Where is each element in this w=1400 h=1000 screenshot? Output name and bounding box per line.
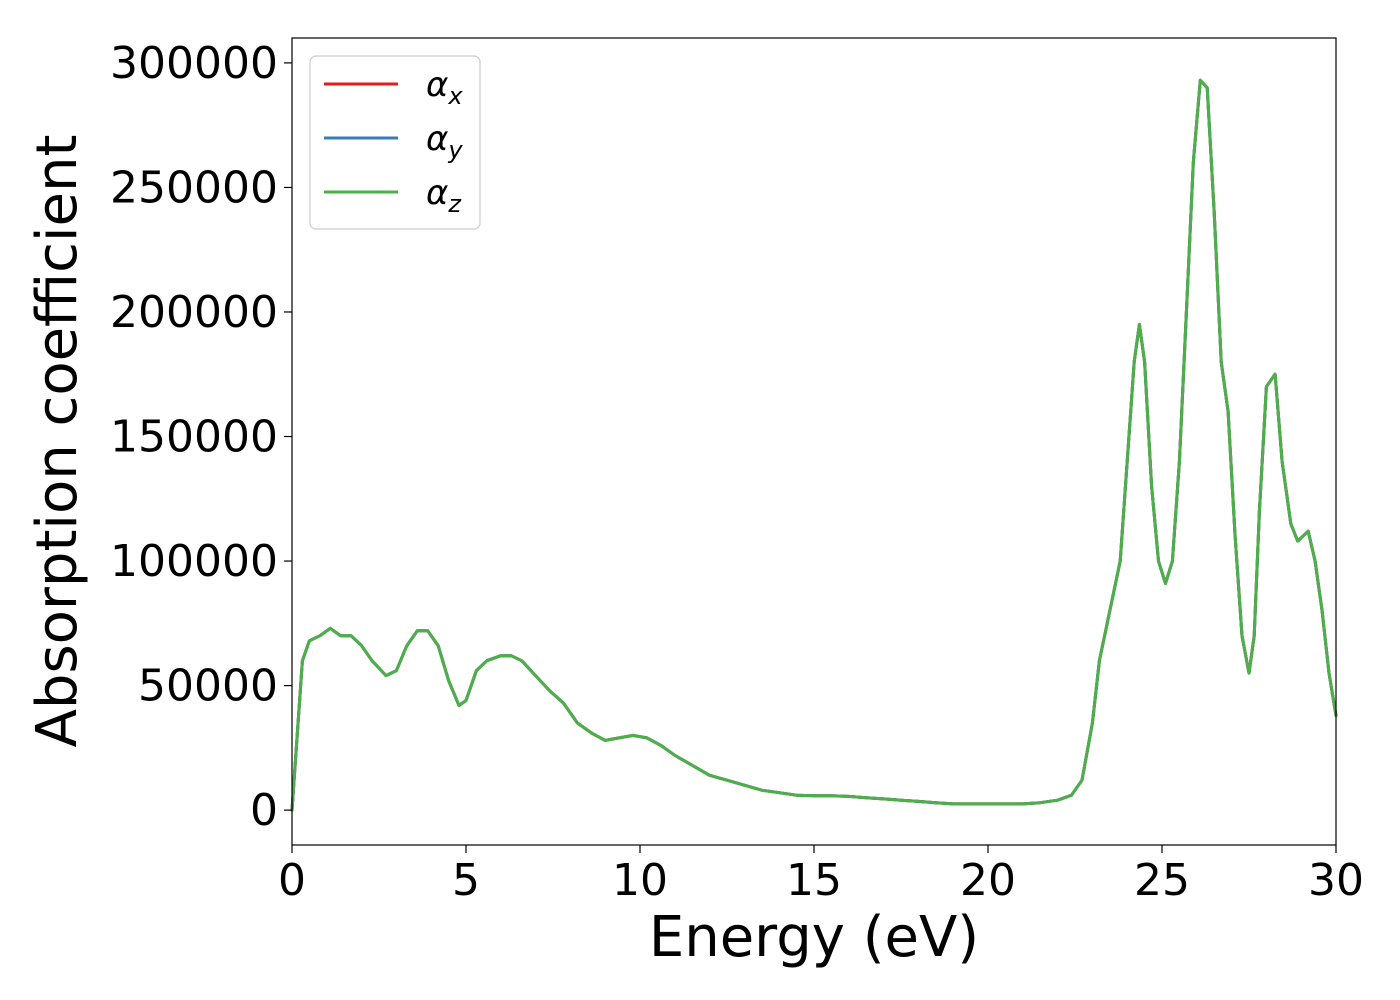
x-axis: 0 5 10 15 20 25 30	[278, 845, 1364, 906]
legend-label-x: αx	[426, 65, 463, 110]
series-line-z	[290, 78, 1338, 812]
y-tick-label: 200000	[110, 287, 278, 338]
x-tick-label: 20	[960, 855, 1016, 906]
legend-box	[309, 55, 481, 230]
legend-label-z: αz	[426, 173, 462, 218]
x-tick-label: 15	[786, 855, 842, 906]
x-tick-label: 5	[452, 855, 480, 906]
y-tick-label: 250000	[110, 162, 278, 213]
series-layer	[290, 78, 1338, 812]
y-tick-label: 100000	[110, 536, 278, 587]
x-axis-label: Energy (eV)	[649, 905, 979, 970]
legend: αx αy αz	[309, 55, 481, 230]
x-tick-label: 0	[278, 855, 306, 906]
y-axis-label: Absorption coefficient	[25, 135, 90, 748]
x-tick-label: 25	[1134, 855, 1190, 906]
x-tick-label: 10	[612, 855, 668, 906]
y-tick-label: 50000	[138, 661, 278, 712]
x-tick-label: 30	[1308, 855, 1364, 906]
y-axis: 0 50000 100000 150000 200000 250000 300000	[110, 38, 292, 836]
y-tick-label: 150000	[110, 412, 278, 463]
y-tick-label: 300000	[110, 38, 278, 89]
legend-label-y: αy	[426, 119, 463, 164]
y-tick-label: 0	[250, 785, 278, 836]
legend-items: αx αy αz	[324, 65, 463, 218]
